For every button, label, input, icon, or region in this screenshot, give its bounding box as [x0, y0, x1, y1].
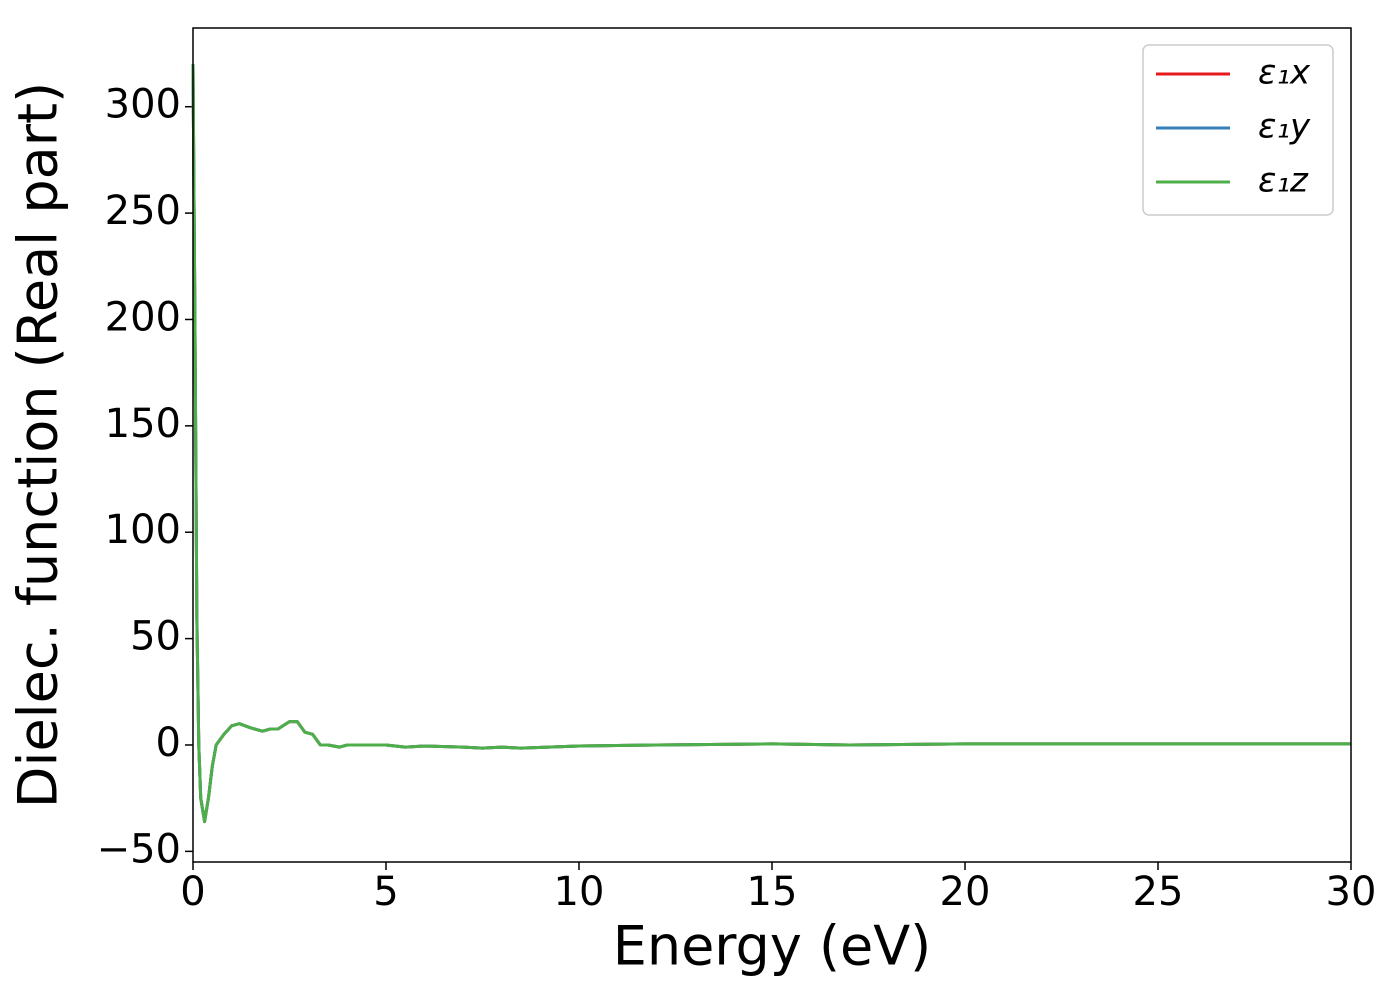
- series-line: [191, 64, 1351, 824]
- y-tick-label: −50: [97, 826, 181, 872]
- y-tick-label: 200: [105, 294, 181, 340]
- y-tick-label: 100: [105, 507, 181, 553]
- y-axis-label: Dielec. function (Real part): [7, 82, 70, 808]
- x-tick-label: 0: [180, 869, 205, 915]
- x-axis-label: Energy (eV): [613, 915, 932, 978]
- x-tick-label: 15: [747, 869, 798, 915]
- y-tick-label: 150: [105, 401, 181, 447]
- x-tick-label: 25: [1133, 869, 1184, 915]
- y-tick-label: 300: [105, 82, 181, 128]
- plot-frame: [192, 27, 1352, 863]
- x-tick-label: 10: [554, 869, 605, 915]
- y-tick-label: 250: [105, 188, 181, 234]
- legend-label: ε₁z: [1258, 161, 1309, 201]
- legend-label: ε₁y: [1258, 107, 1311, 147]
- x-tick-label: 5: [373, 869, 398, 915]
- x-tick-label: 20: [940, 869, 991, 915]
- legend-box: [1142, 44, 1334, 216]
- y-tick-label: 50: [130, 614, 181, 660]
- x-tick-label: 30: [1326, 869, 1377, 915]
- legend-label: ε₁x: [1258, 53, 1311, 93]
- y-tick-label: 0: [156, 720, 181, 766]
